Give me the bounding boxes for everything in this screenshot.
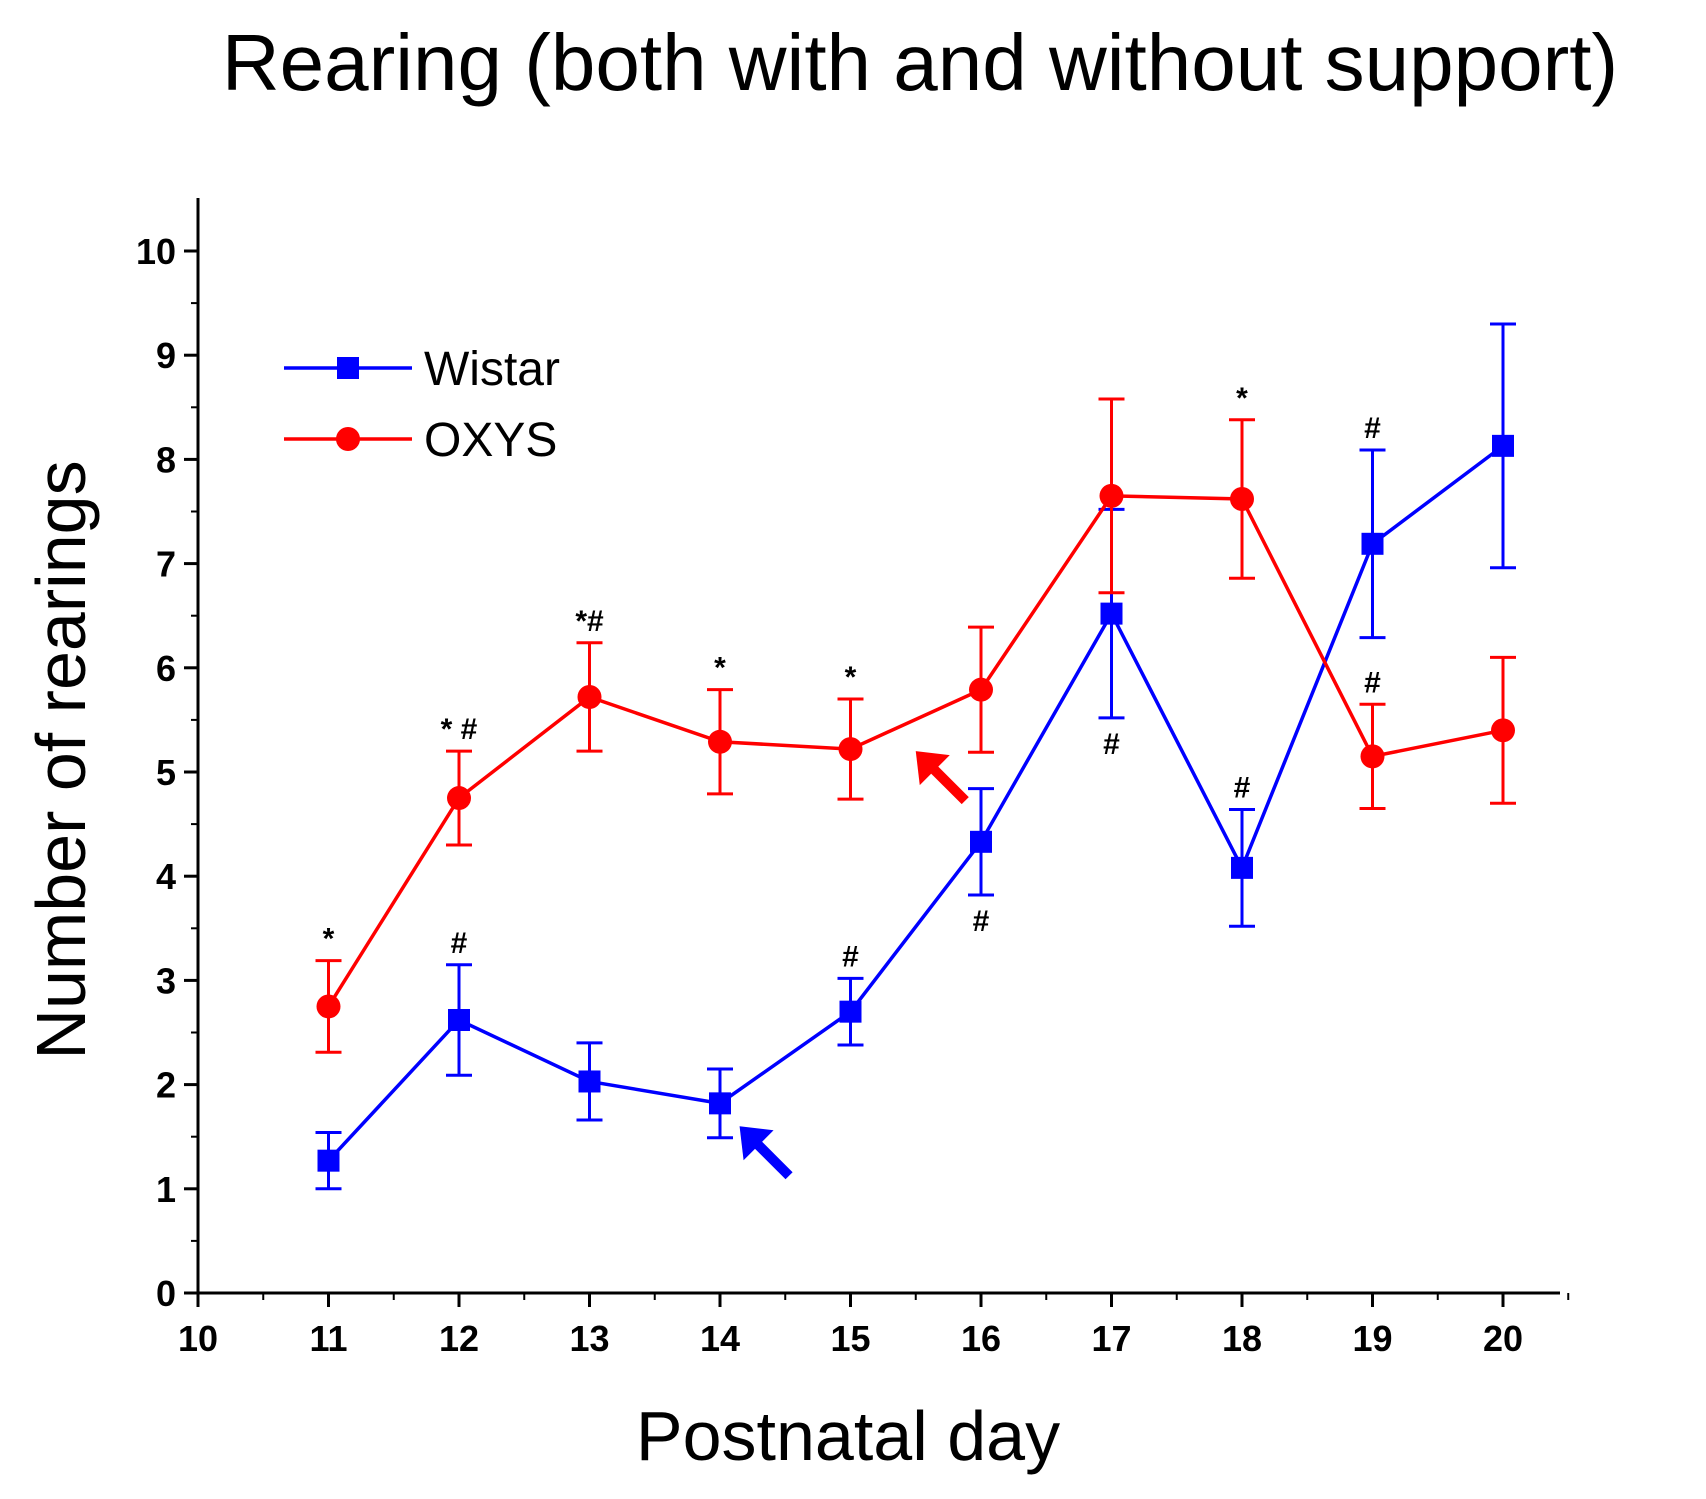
y-tick-label: 1 <box>156 1169 176 1210</box>
x-tick-label: 17 <box>1091 1318 1131 1359</box>
wistar-significance-mark: # <box>842 940 859 973</box>
x-tick-label: 11 <box>309 1318 347 1359</box>
wistar-significance-mark: # <box>973 905 990 938</box>
oxys-point <box>316 994 341 1019</box>
x-tick-label: 14 <box>700 1318 740 1359</box>
x-tick-label: 19 <box>1352 1318 1392 1359</box>
y-tick-label: 6 <box>156 648 176 689</box>
legend-wistar-marker <box>337 357 359 379</box>
x-tick-label: 18 <box>1222 1318 1262 1359</box>
wistar-point <box>578 1070 601 1093</box>
oxys-significance-mark: * <box>845 661 857 694</box>
oxys-significance-mark: * <box>323 923 335 956</box>
y-tick-label: 8 <box>156 439 176 480</box>
oxys-point <box>708 729 732 754</box>
wistar-point <box>970 830 992 853</box>
wistar-point <box>1492 434 1514 457</box>
legend-oxys-marker <box>336 427 360 451</box>
oxys-point <box>1360 744 1385 769</box>
y-axis-title: Number of rearings <box>22 460 100 1059</box>
oxys-point <box>969 677 993 702</box>
wistar-point <box>448 1008 470 1031</box>
wistar-point <box>709 1092 731 1115</box>
wistar-point <box>1100 602 1123 625</box>
wistar-significance-mark: # <box>1103 728 1120 761</box>
oxys-series-line <box>327 494 1504 1008</box>
wistar-point <box>839 1000 862 1023</box>
legend-oxys-label: OXYS <box>424 414 557 467</box>
x-axis-title: Postnatal day <box>636 1397 1060 1475</box>
blue-arrow-head <box>739 1126 774 1161</box>
oxys-point <box>577 684 602 709</box>
y-tick-label: 10 <box>136 231 176 272</box>
oxys-significance-mark: *# <box>575 605 604 638</box>
legend: Wistar OXYS <box>284 343 560 467</box>
oxys-point <box>1099 483 1124 508</box>
chart-title: Rearing (both with and without support) <box>222 18 1618 107</box>
x-tick-label: 20 <box>1483 1318 1523 1359</box>
y-tick-label: 0 <box>156 1273 176 1314</box>
y-tick-label: 7 <box>156 544 176 585</box>
y-tick-label: 4 <box>156 856 176 897</box>
oxys-significance-mark: * # <box>441 713 478 746</box>
wistar-series-line <box>327 444 1505 1162</box>
oxys-significance-mark: # <box>1364 666 1381 699</box>
wistar-point <box>317 1149 340 1172</box>
oxys-point <box>1491 718 1515 743</box>
y-tick-label: 3 <box>156 960 176 1001</box>
x-tick-label: 12 <box>439 1318 479 1359</box>
wistar-point <box>1231 856 1253 879</box>
wistar-significance-mark: # <box>451 927 468 960</box>
wistar-point <box>1361 532 1384 555</box>
wistar-significance-mark: # <box>1364 412 1381 445</box>
y-tick-label: 9 <box>156 335 176 376</box>
red-arrow-head <box>915 751 950 786</box>
oxys-significance-mark: * <box>714 652 726 685</box>
x-tick-label: 15 <box>830 1318 870 1359</box>
blue-arrow-shaft <box>750 1136 793 1180</box>
oxys-point <box>447 786 471 811</box>
oxys-point <box>1230 486 1254 511</box>
oxys-point <box>838 737 863 762</box>
x-tick-label: 13 <box>569 1318 609 1359</box>
red-arrow-shaft <box>926 761 969 805</box>
y-tick-label: 5 <box>156 752 176 793</box>
x-tick-label: 16 <box>961 1318 1001 1359</box>
wistar-significance-mark: # <box>1234 772 1251 805</box>
x-tick-label: 10 <box>178 1318 218 1359</box>
y-tick-label: 2 <box>156 1065 176 1106</box>
legend-wistar-label: Wistar <box>424 343 560 396</box>
oxys-significance-mark: * <box>1236 382 1248 415</box>
